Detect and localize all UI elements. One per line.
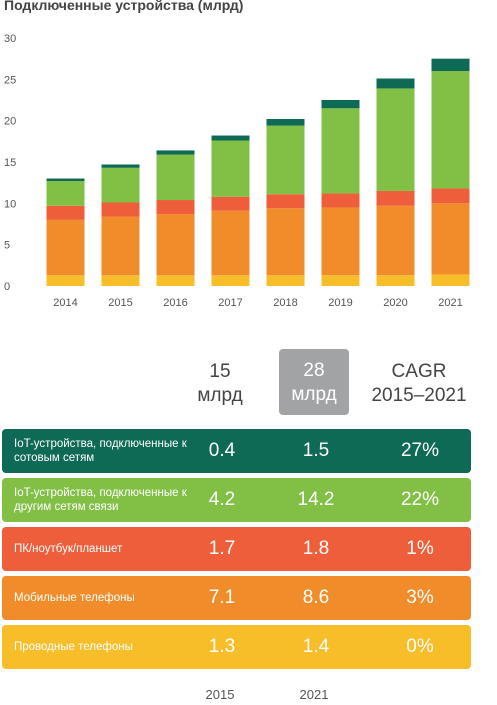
bar-segment bbox=[156, 154, 195, 201]
value-2021: 8.6 bbox=[302, 587, 330, 608]
value-cagr: 1% bbox=[406, 538, 434, 559]
value-2021: 1.8 bbox=[302, 538, 330, 559]
bar-segment bbox=[46, 275, 85, 286]
value-cagr: 22% bbox=[400, 489, 440, 510]
bar-segment bbox=[431, 58, 470, 72]
y-tick-label: 15 bbox=[4, 157, 16, 169]
bar-segment bbox=[156, 214, 195, 276]
bar-segment bbox=[211, 275, 250, 286]
y-tick-label: 0 bbox=[4, 281, 10, 293]
bar-segment bbox=[376, 88, 415, 191]
bar-segment bbox=[156, 275, 195, 286]
bar-segment bbox=[266, 119, 305, 126]
bar-segment bbox=[211, 210, 250, 276]
footer-2015: 2015 bbox=[205, 687, 235, 702]
bar-segment bbox=[156, 200, 195, 215]
bar-segment bbox=[321, 108, 360, 194]
y-tick-label: 30 bbox=[4, 33, 16, 45]
bar-segment bbox=[211, 140, 250, 197]
row-label: Мобильные телефоны bbox=[14, 592, 135, 604]
bar-segment bbox=[211, 196, 250, 211]
bar-segment bbox=[266, 125, 305, 195]
x-tick-label: 2016 bbox=[163, 297, 187, 309]
y-tick-label: 10 bbox=[4, 198, 16, 210]
row-label: IoT-устройства, подключенные к другим се… bbox=[14, 487, 187, 513]
bar-segment bbox=[101, 275, 140, 286]
value-2015: 4.2 bbox=[208, 489, 236, 510]
header-2021: 28 млрд bbox=[279, 349, 349, 415]
bar-segment bbox=[376, 205, 415, 276]
table-row: IoT-устройства, подключенные к другим се… bbox=[2, 478, 471, 522]
bar-segment bbox=[156, 150, 195, 155]
bar-segment bbox=[101, 202, 140, 217]
table-row: Проводные телефоны 1.3 1.4 0% bbox=[2, 625, 471, 669]
bar-segment bbox=[46, 219, 85, 276]
bar-segment bbox=[321, 207, 360, 276]
y-tick-label: 20 bbox=[4, 116, 16, 128]
y-tick-label: 25 bbox=[4, 74, 16, 86]
bar-segment bbox=[376, 78, 415, 89]
header-cagr: CAGR 2015–2021 bbox=[371, 361, 467, 406]
x-tick-label: 2014 bbox=[53, 297, 77, 309]
bar-segment bbox=[46, 178, 85, 182]
x-tick-label: 2020 bbox=[383, 297, 407, 309]
bar-segment bbox=[376, 275, 415, 286]
bar-segment bbox=[321, 100, 360, 109]
value-2015: 7.1 bbox=[208, 587, 236, 608]
row-label: Проводные телефоны bbox=[14, 641, 133, 653]
x-tick-label: 2017 bbox=[218, 297, 242, 309]
bar-segment bbox=[431, 188, 470, 204]
value-cagr: 3% bbox=[406, 587, 434, 608]
bar-segment bbox=[431, 203, 470, 275]
bar-segment bbox=[266, 208, 305, 276]
footer-2021: 2021 bbox=[299, 687, 329, 702]
row-label: ПК/ноутбук/планшет bbox=[14, 543, 123, 555]
value-2021: 14.2 bbox=[297, 489, 335, 510]
x-tick-label: 2021 bbox=[438, 297, 462, 309]
bar-segment bbox=[431, 274, 470, 286]
bar-segment bbox=[211, 135, 250, 141]
value-2021: 1.4 bbox=[302, 636, 330, 657]
x-tick-label: 2018 bbox=[273, 297, 297, 309]
bar-segment bbox=[101, 164, 140, 168]
value-2021: 1.5 bbox=[302, 440, 330, 461]
table-row: Мобильные телефоны 7.1 8.6 3% bbox=[2, 576, 471, 620]
row-label: IoT-устройства, подключенные к сотовым с… bbox=[14, 438, 187, 464]
y-tick-label: 5 bbox=[4, 240, 10, 252]
value-2015: 1.3 bbox=[208, 636, 236, 657]
value-cagr: 0% bbox=[406, 636, 434, 657]
bar-segment bbox=[376, 190, 415, 206]
bar-segment bbox=[266, 194, 305, 209]
header-2015: 15 млрд bbox=[197, 361, 243, 406]
stacked-bar-chart: 0 5 10 15 20 25 30 2014 2015 2016 2017 2018 2019 2020… bbox=[4, 33, 470, 309]
value-2015: 1.7 bbox=[208, 538, 236, 559]
bar-segment bbox=[321, 275, 360, 286]
table-row: ПК/ноутбук/планшет 1.7 1.8 1% bbox=[2, 527, 471, 571]
bar-segment bbox=[266, 275, 305, 286]
bar-segment bbox=[431, 71, 470, 189]
bar-segment bbox=[101, 216, 140, 276]
bar-segment bbox=[321, 193, 360, 208]
bar-segment bbox=[101, 167, 140, 203]
x-tick-label: 2019 bbox=[328, 297, 352, 309]
table-row: IoT-устройства, подключенные к сотовым с… bbox=[2, 429, 471, 473]
bar-segment bbox=[46, 181, 85, 206]
value-2015: 0.4 bbox=[208, 440, 236, 461]
chart-title: Подключенные устройства (млрд) bbox=[4, 0, 244, 13]
value-cagr: 27% bbox=[400, 440, 440, 461]
x-tick-label: 2015 bbox=[108, 297, 132, 309]
bar-segment bbox=[46, 205, 85, 220]
